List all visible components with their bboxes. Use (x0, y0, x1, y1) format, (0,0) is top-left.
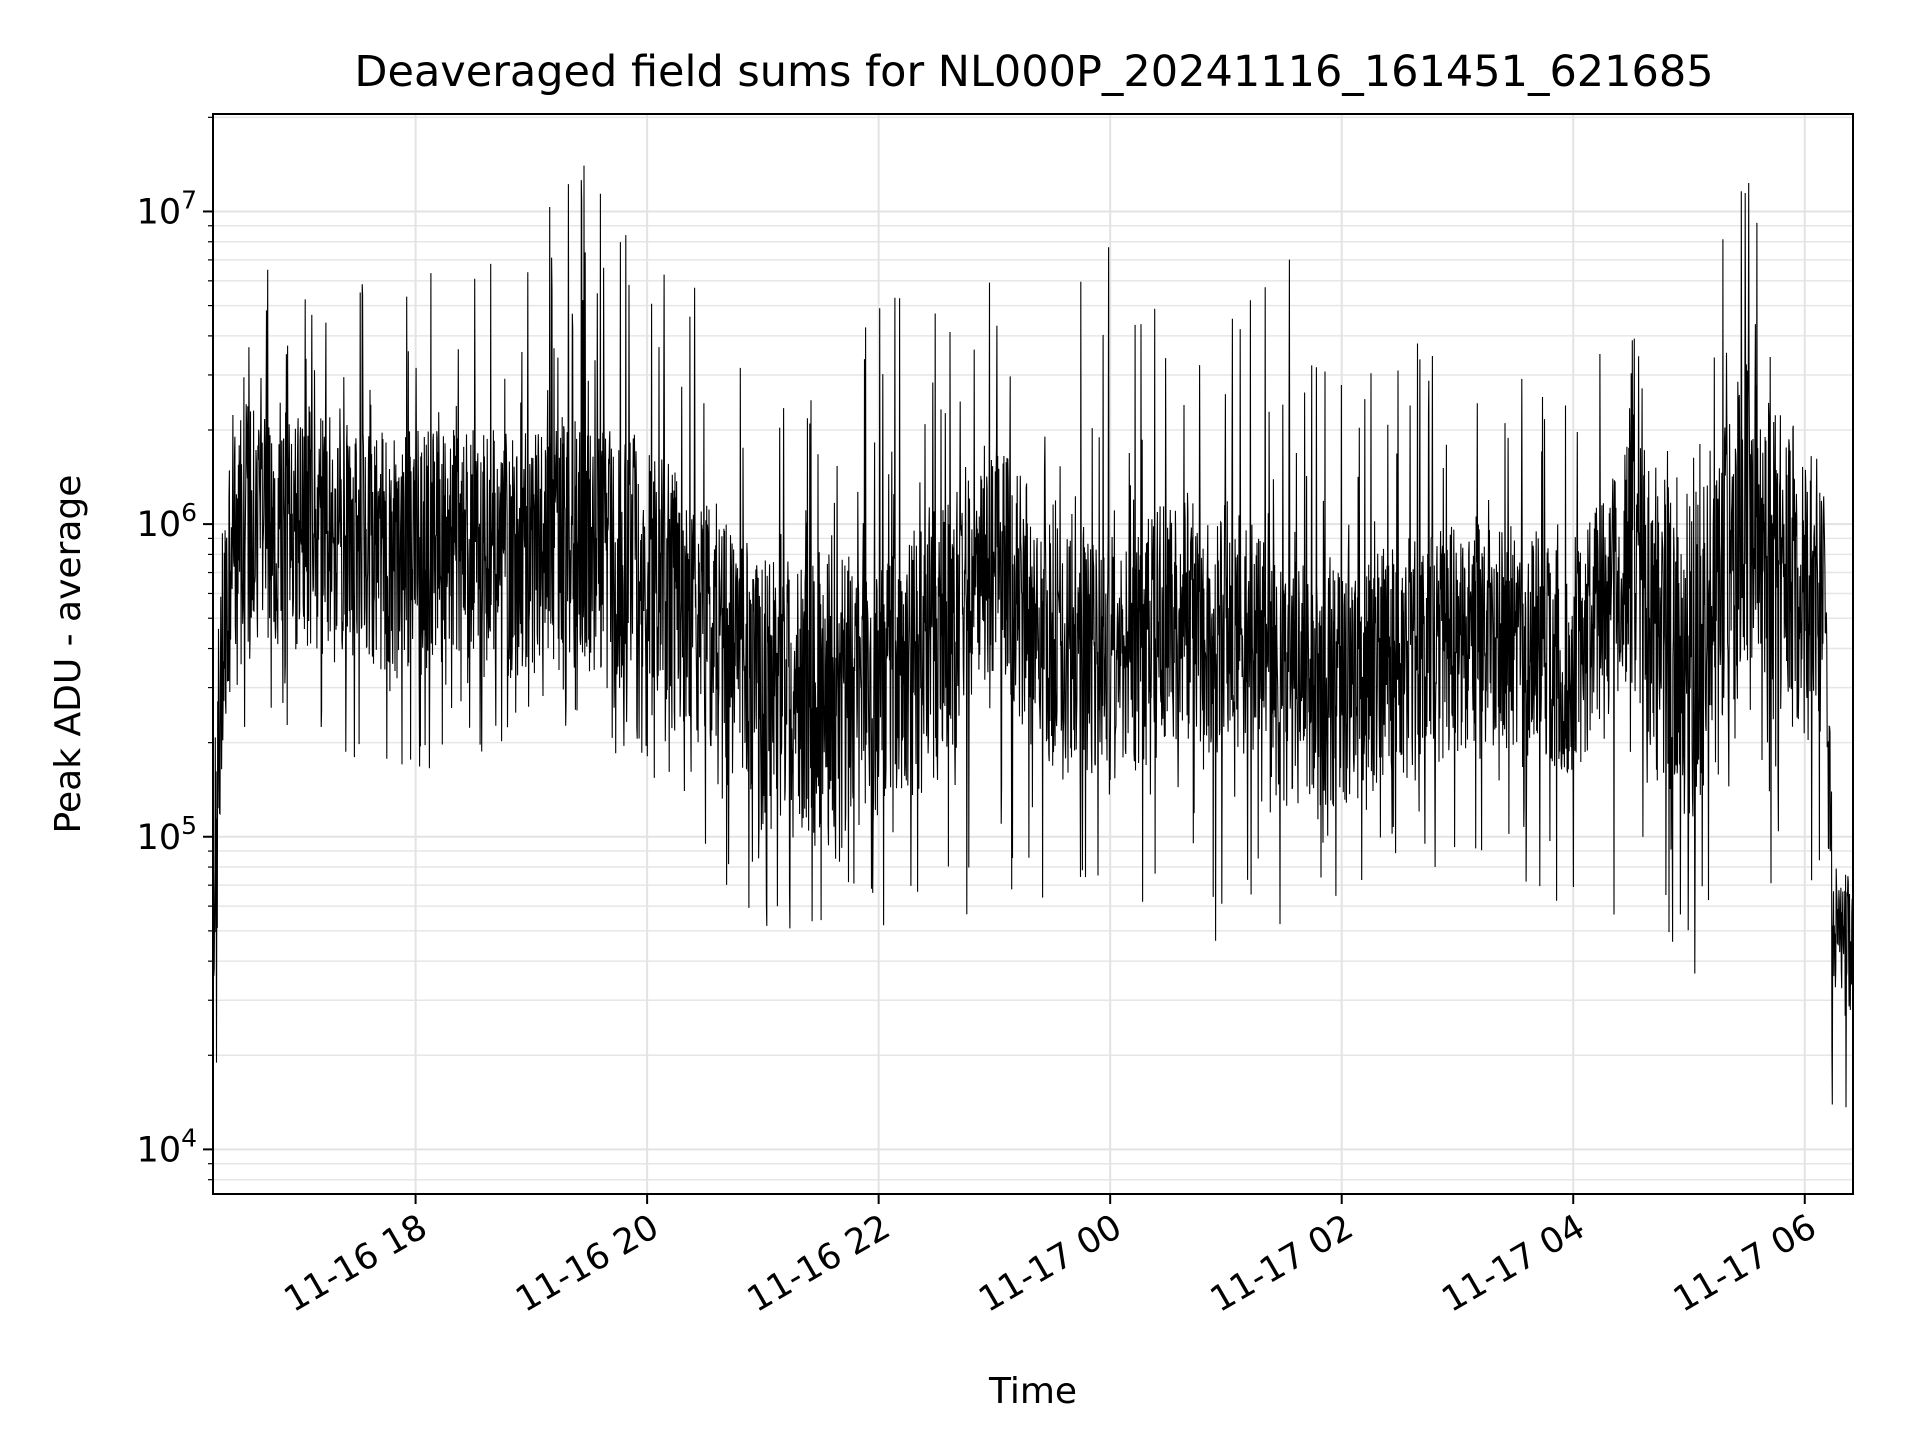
y-axis: 104 105 106 107 (137, 116, 213, 1181)
y-tick-label: 105 (137, 811, 197, 858)
y-tick-label: 106 (137, 498, 197, 545)
series-line (212, 165, 1854, 1108)
series (212, 165, 1854, 1108)
y-axis-label: Peak ADU - average (48, 475, 89, 834)
x-axis-label: Time (988, 1371, 1077, 1412)
y-tick-label: 107 (137, 185, 197, 232)
y-tick-label: 104 (137, 1123, 197, 1170)
chart-title: Deaveraged field sums for NL000P_2024111… (354, 47, 1713, 97)
plot-frame (212, 113, 1854, 1195)
